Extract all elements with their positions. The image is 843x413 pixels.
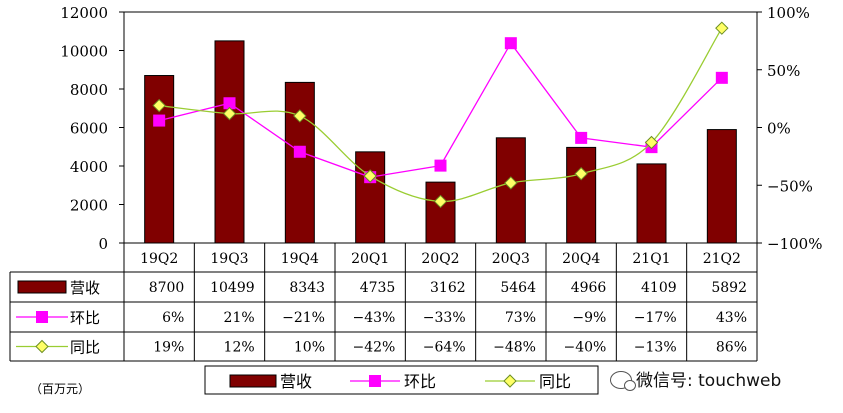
- bar-20Q4: [566, 146, 597, 244]
- table-cell: 4109: [641, 280, 677, 296]
- row-label: 同比: [70, 339, 100, 357]
- table-cell: −48%: [493, 340, 536, 356]
- table-cell: 8700: [149, 280, 185, 296]
- x-tick-label: 19Q2: [140, 251, 178, 267]
- point-19Q3: [223, 97, 236, 110]
- y-left-tick-label: 6000: [70, 120, 108, 138]
- table-cell: 73%: [505, 310, 536, 326]
- table-cell: −13%: [634, 340, 677, 356]
- point-20Q2: [434, 159, 447, 172]
- table-cell: −33%: [423, 310, 466, 326]
- table-cell: −17%: [634, 310, 677, 326]
- legend-label: 同比: [539, 372, 571, 391]
- table-cell: 19%: [153, 340, 184, 356]
- table-cell: −64%: [423, 340, 466, 356]
- row-key-marker: [35, 339, 49, 354]
- table-cell: 10%: [294, 340, 325, 356]
- point-19Q4: [293, 145, 306, 158]
- unit-label: （百万元）: [30, 382, 91, 396]
- y-right-tick-label: −100%: [767, 235, 822, 253]
- y-left-tick-label: 8000: [70, 81, 108, 99]
- axes: 0 2000 4000 6000 8000 10000 12000 −100% −50% 0% 50…: [60, 4, 822, 253]
- table-cell: −9%: [572, 310, 606, 326]
- bar-21Q1: [636, 163, 667, 244]
- x-tick-label: 19Q4: [281, 251, 319, 267]
- point-20Q2: [433, 194, 448, 209]
- table-cell: 12%: [224, 340, 255, 356]
- row-key-marker: [36, 311, 48, 323]
- y-left-tick-label: 4000: [70, 158, 108, 176]
- x-tick-label: 20Q3: [492, 251, 530, 267]
- bar-21Q2: [706, 129, 737, 244]
- legend-key-marker: [503, 374, 517, 388]
- point-21Q2: [715, 71, 728, 84]
- watermark-text: 微信号: touchweb: [636, 371, 782, 391]
- x-tick-label: 21Q2: [703, 251, 741, 267]
- point-19Q2: [152, 98, 166, 113]
- y-left-tick-label: 10000: [60, 43, 108, 61]
- legend-label: 营收: [280, 372, 312, 391]
- table-cell: 3162: [430, 280, 466, 296]
- point-19Q2: [153, 114, 166, 127]
- y-right-tick-label: 50%: [767, 62, 800, 80]
- watermark: 微信号: touchweb: [610, 366, 781, 391]
- bar-19Q4: [284, 81, 315, 244]
- bar-20Q1: [355, 151, 386, 244]
- bar-19Q3: [214, 40, 245, 244]
- legend-key-marker: [369, 375, 381, 387]
- point-20Q1: [363, 169, 377, 183]
- table-cell: 8343: [289, 280, 325, 296]
- data-table: 19Q2 19Q3 19Q4 20Q1 20Q2 20Q3 20Q4 21Q1 21Q2 营收 87…: [9, 242, 758, 362]
- legend-key-bar: [229, 374, 277, 388]
- line-series-2: [152, 21, 729, 209]
- table-cell: 6%: [162, 310, 184, 326]
- point-20Q4: [574, 166, 588, 181]
- row-key-bar: [17, 280, 67, 294]
- table-cell: 43%: [716, 310, 747, 326]
- legend-label: 环比: [404, 372, 436, 391]
- y-left-tick-label: 2000: [70, 197, 108, 215]
- y-left-tick-label: 12000: [60, 4, 108, 22]
- table-cell: −43%: [352, 310, 395, 326]
- point-21Q2: [715, 21, 729, 35]
- y-right-tick-label: 0%: [767, 120, 791, 138]
- x-tick-label: 21Q1: [632, 251, 670, 267]
- y-left-tick-label: 0: [98, 235, 108, 253]
- table-cell: −42%: [352, 340, 395, 356]
- point-20Q4: [575, 131, 588, 144]
- table-cell: 4966: [571, 280, 607, 296]
- table-cell: 4735: [360, 280, 396, 296]
- bar-20Q3: [495, 137, 526, 244]
- table-cell: −40%: [563, 340, 606, 356]
- table-cell: 21%: [224, 310, 255, 326]
- row-label: 环比: [70, 309, 100, 327]
- y-right-tick-label: −50%: [767, 177, 813, 195]
- table-cell: 10499: [210, 280, 255, 296]
- row-label: 营收: [70, 279, 100, 297]
- point-19Q4: [293, 109, 307, 123]
- line-series: [152, 21, 729, 209]
- point-19Q3: [222, 106, 237, 121]
- y-right-tick-label: 100%: [767, 4, 810, 22]
- x-tick-label: 20Q2: [421, 251, 459, 267]
- point-20Q3: [504, 176, 518, 190]
- point-20Q3: [504, 37, 517, 50]
- x-tick-label: 19Q3: [210, 251, 248, 267]
- x-tick-label: 20Q4: [562, 251, 600, 267]
- point-21Q1: [644, 135, 659, 150]
- wechat-icon: [610, 371, 636, 391]
- table-cell: 5464: [500, 280, 536, 296]
- table-cell: −21%: [282, 310, 325, 326]
- bar-series: [144, 40, 737, 244]
- table-cell: 86%: [716, 340, 747, 356]
- legend: 营收 环比 同比: [204, 365, 599, 395]
- x-tick-label: 20Q1: [351, 251, 389, 267]
- table-cell: 5892: [711, 280, 747, 296]
- bar-20Q2: [425, 181, 456, 244]
